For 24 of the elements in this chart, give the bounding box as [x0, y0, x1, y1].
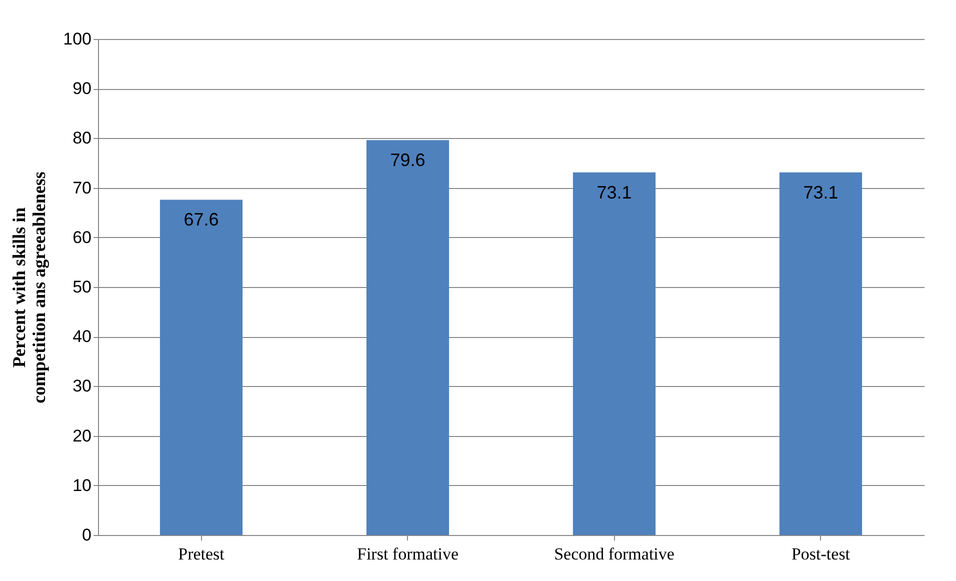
data-label: 73.1 — [596, 182, 632, 202]
y-tick-label: 10 — [72, 476, 92, 495]
bar — [779, 172, 862, 535]
y-tick-label: 50 — [72, 278, 92, 296]
x-tick-label: First formative — [356, 544, 459, 564]
bar — [366, 140, 450, 535]
data-label: 73.1 — [803, 182, 838, 202]
bar — [572, 172, 656, 535]
bar — [160, 200, 243, 535]
x-tick-label: Post-test — [791, 544, 850, 564]
y-tick-label: 70 — [72, 178, 92, 198]
y-tick-label: 90 — [72, 79, 92, 98]
y-tick-label: 60 — [72, 228, 92, 247]
y-tick-label: 40 — [72, 327, 92, 346]
x-tick-label: Pretest — [178, 544, 225, 564]
data-label: 79.6 — [390, 150, 426, 170]
y-tick-label: 0 — [82, 526, 92, 544]
y-axis-title: Percent with skills in competition ans agreeableness — [9, 172, 50, 404]
data-label: 67.6 — [184, 210, 219, 230]
y-tick-label: 80 — [72, 128, 92, 148]
y-tick-label: 100 — [63, 30, 92, 48]
y-tick-label: 30 — [72, 376, 92, 396]
x-tick-label: Second formative — [554, 544, 674, 564]
y-tick-label: 20 — [72, 426, 92, 446]
